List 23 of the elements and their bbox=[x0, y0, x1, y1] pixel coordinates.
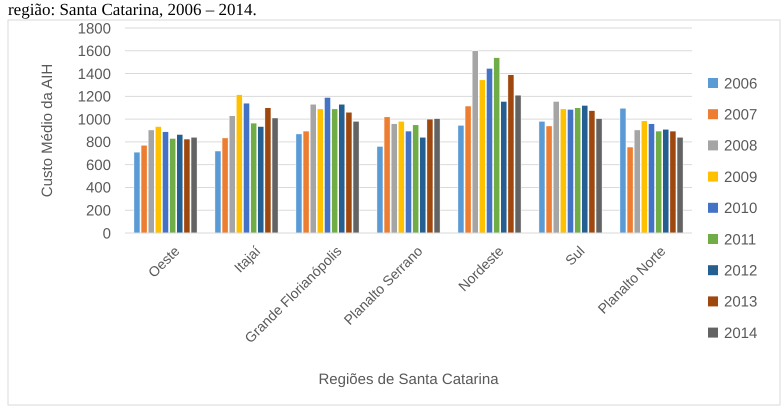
y-axis-title: Custo Médio da AIH bbox=[39, 64, 56, 198]
y-tick-label: 1000 bbox=[78, 111, 111, 128]
legend-label: 2011 bbox=[724, 231, 756, 248]
legend-label: 2012 bbox=[724, 262, 758, 280]
legend-label: 2007 bbox=[724, 106, 758, 124]
y-tick-label: 200 bbox=[86, 202, 111, 220]
legend-label: 2008 bbox=[724, 138, 758, 155]
legend-label: 2009 bbox=[724, 168, 758, 186]
y-tick-label: 0 bbox=[102, 225, 111, 242]
y-tick-label: 1400 bbox=[78, 66, 111, 83]
y-tick-label: 1200 bbox=[78, 88, 111, 106]
text: região: Santa Catarina, 2006 – 2014. bbox=[8, 0, 257, 19]
y-tick-label: 800 bbox=[86, 134, 111, 152]
legend-label: 2014 bbox=[724, 324, 758, 342]
y-tick-label: 1600 bbox=[78, 43, 111, 60]
y-tick-label: 400 bbox=[86, 180, 111, 197]
legend-label: 2006 bbox=[724, 75, 758, 92]
legend-label: 2010 bbox=[724, 200, 758, 218]
x-axis-title: Regiões de Santa Catarina bbox=[318, 371, 500, 388]
legend-label: 2013 bbox=[724, 294, 758, 311]
x-tick-label: Sul bbox=[562, 242, 588, 268]
y-tick-label: 1800 bbox=[78, 20, 111, 38]
y-tick-label: 600 bbox=[86, 156, 111, 174]
